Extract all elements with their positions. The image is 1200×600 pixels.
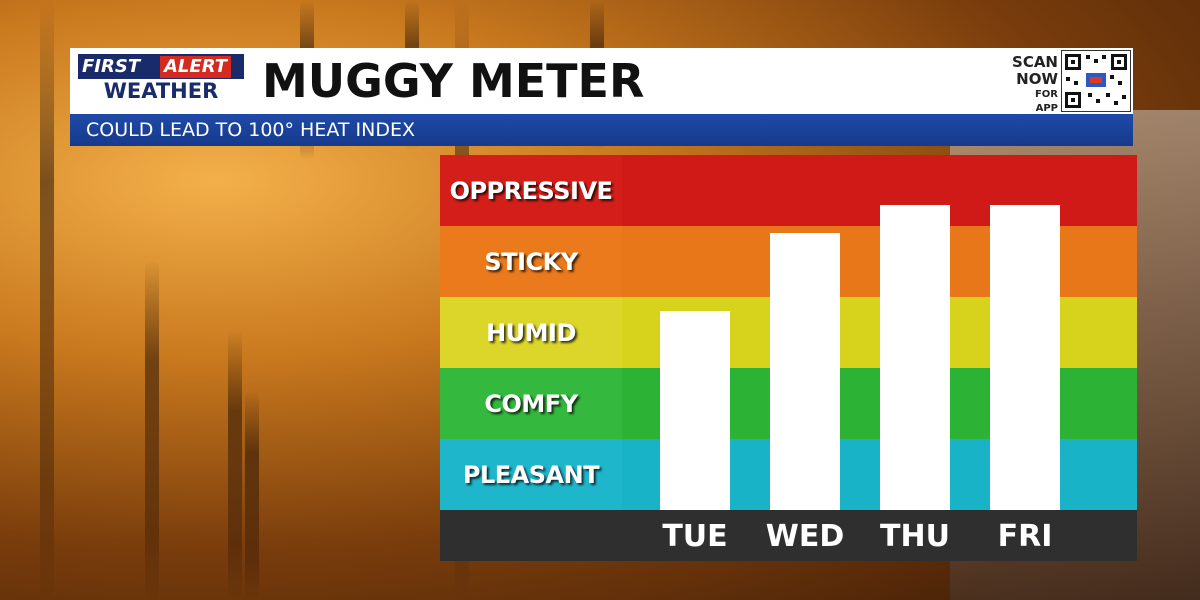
day-label-tue: TUE	[662, 519, 728, 554]
scan-line-3: FOR APP	[1034, 89, 1058, 114]
level-label-comfy: COMFY	[440, 368, 622, 439]
day-label-wed: WED	[765, 519, 845, 554]
level-label-sticky: STICKY	[440, 226, 622, 297]
bar-fri	[990, 204, 1060, 510]
page-title: MUGGY METER	[262, 54, 645, 108]
day-label-fri: FRI	[997, 519, 1053, 554]
scan-line-1: SCAN	[1012, 53, 1058, 71]
level-label-pleasant: PLEASANT	[440, 439, 622, 510]
bar-tue	[660, 311, 730, 510]
x-axis-band	[440, 510, 1137, 561]
muggy-meter-chart: OPPRESSIVE STICKY HUMID COMFY PLEASANT T…	[440, 155, 1137, 561]
qr-code-graphic	[1065, 54, 1127, 108]
logo-first-text: FIRST	[82, 56, 141, 77]
qr-code-icon[interactable]	[1061, 50, 1131, 112]
scan-line-2: NOW	[1016, 70, 1058, 88]
bar-thu	[880, 204, 950, 510]
logo-weather-text: WEATHER	[78, 79, 244, 104]
bar-wed	[770, 233, 840, 510]
scan-now-text: SCAN NOW FOR APP	[1010, 54, 1058, 116]
level-label-oppressive: OPPRESSIVE	[440, 155, 622, 226]
station-logo: FIRST ALERT WEATHER	[76, 52, 246, 106]
level-label-humid: HUMID	[440, 297, 622, 368]
day-label-thu: THU	[880, 519, 950, 554]
logo-alert-text: ALERT	[160, 56, 232, 78]
subtitle: COULD LEAD TO 100° HEAT INDEX	[86, 119, 415, 141]
subtitle-bar	[70, 114, 1133, 146]
header-bar	[70, 48, 1133, 114]
